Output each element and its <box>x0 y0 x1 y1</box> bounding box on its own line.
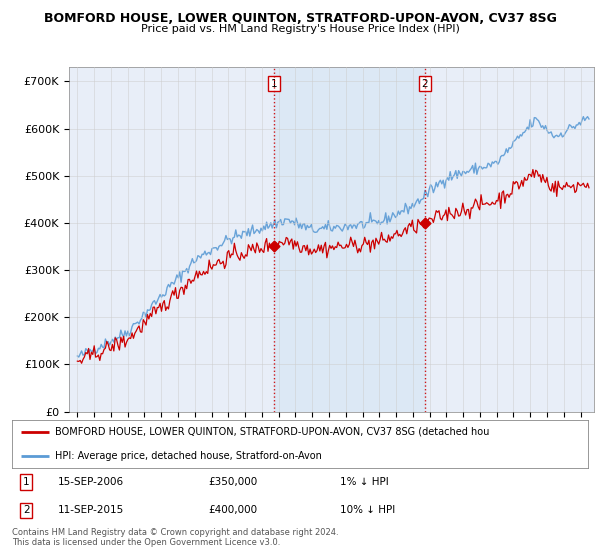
Text: £400,000: £400,000 <box>208 505 257 515</box>
Bar <box>274 67 425 412</box>
Text: 11-SEP-2015: 11-SEP-2015 <box>58 505 124 515</box>
Text: Price paid vs. HM Land Registry's House Price Index (HPI): Price paid vs. HM Land Registry's House … <box>140 24 460 34</box>
Point <box>420 218 430 227</box>
Text: HPI: Average price, detached house, Stratford-on-Avon: HPI: Average price, detached house, Stra… <box>55 451 322 461</box>
Point <box>269 242 278 251</box>
Text: BOMFORD HOUSE, LOWER QUINTON, STRATFORD-UPON-AVON, CV37 8SG: BOMFORD HOUSE, LOWER QUINTON, STRATFORD-… <box>44 12 556 25</box>
Text: 1: 1 <box>271 79 277 88</box>
Text: 10% ↓ HPI: 10% ↓ HPI <box>340 505 395 515</box>
Text: 2: 2 <box>421 79 428 88</box>
Text: 2: 2 <box>23 505 30 515</box>
Text: 15-SEP-2006: 15-SEP-2006 <box>58 477 124 487</box>
Text: BOMFORD HOUSE, LOWER QUINTON, STRATFORD-UPON-AVON, CV37 8SG (detached hou: BOMFORD HOUSE, LOWER QUINTON, STRATFORD-… <box>55 427 490 437</box>
Text: Contains HM Land Registry data © Crown copyright and database right 2024.
This d: Contains HM Land Registry data © Crown c… <box>12 528 338 547</box>
Text: £350,000: £350,000 <box>208 477 257 487</box>
Text: 1% ↓ HPI: 1% ↓ HPI <box>340 477 389 487</box>
Text: 1: 1 <box>23 477 30 487</box>
